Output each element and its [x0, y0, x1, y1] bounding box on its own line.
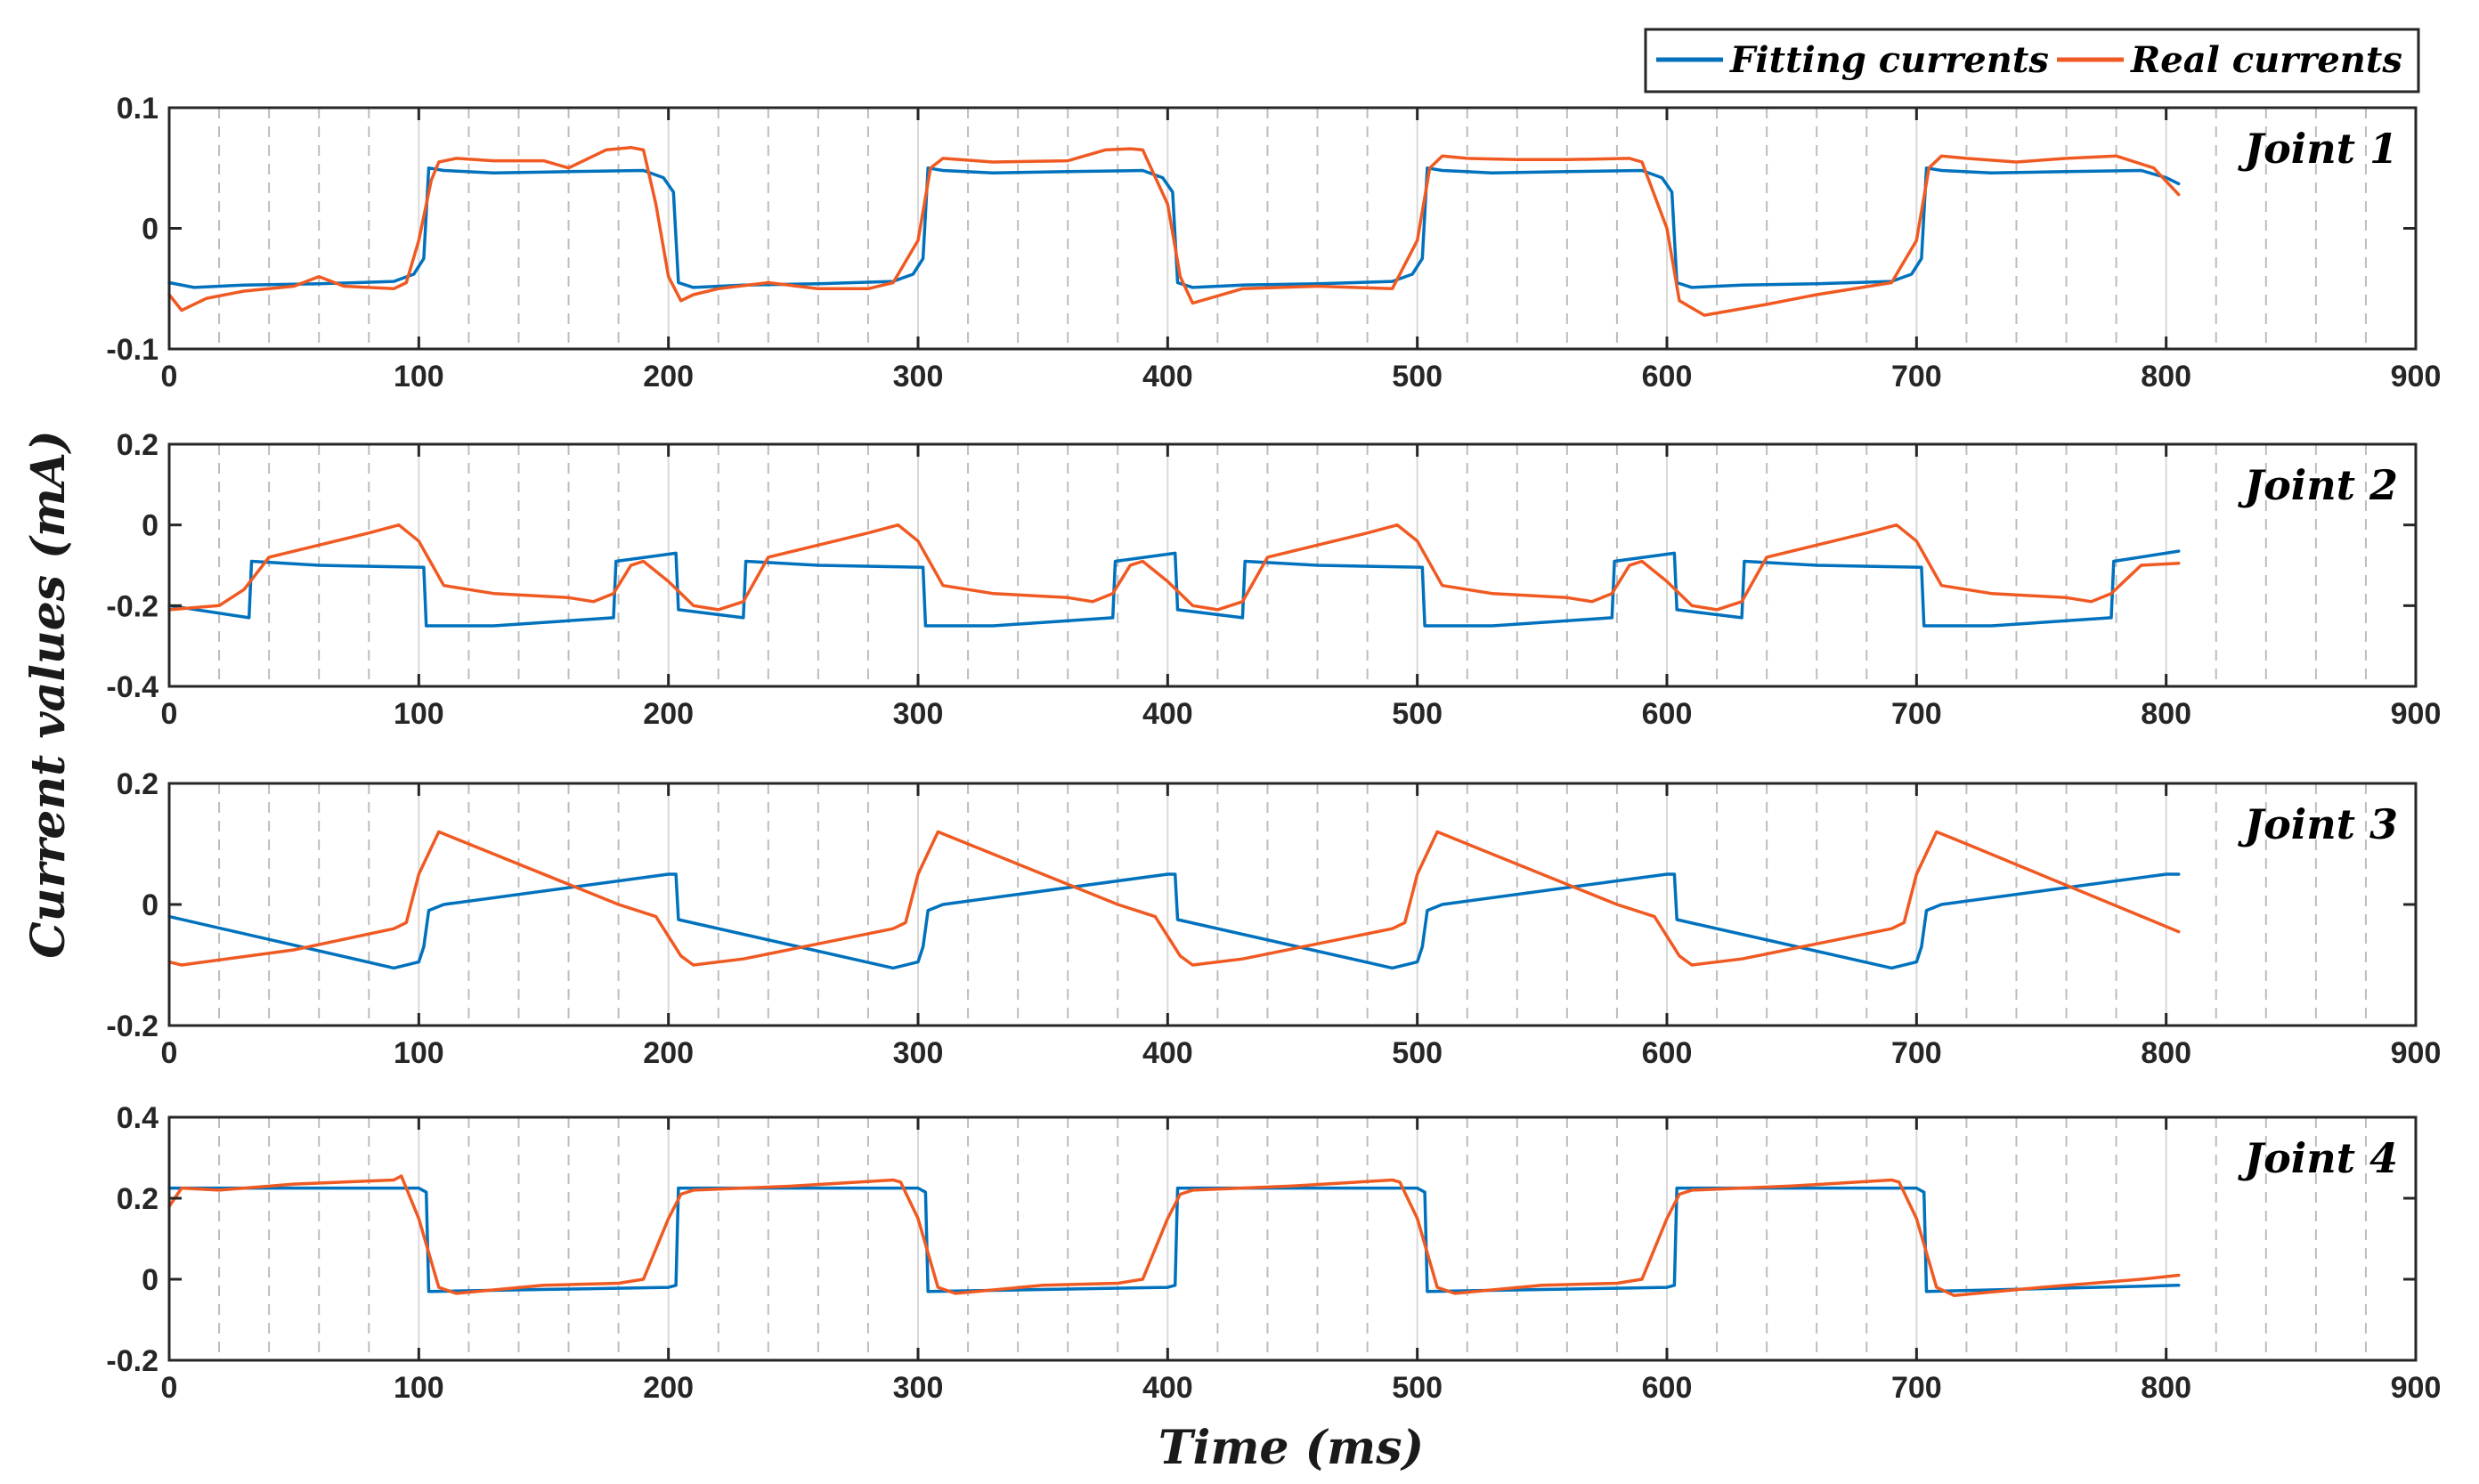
legend-box: [1644, 28, 2420, 93]
y-tick-label: 0: [142, 1263, 158, 1297]
y-tick-label: 0.2: [117, 428, 158, 462]
x-tick-label: 0: [161, 1371, 178, 1405]
panel-label-joint-1: Joint 1: [2237, 125, 2398, 173]
x-tick-label: 300: [893, 697, 944, 731]
legend-label-fitting: Fitting currents: [1729, 39, 2049, 81]
x-tick-label: 900: [2391, 697, 2442, 731]
x-tick-label: 800: [2141, 1371, 2191, 1405]
fitting-currents-line-joint-1: [167, 166, 2181, 289]
x-tick-label: 400: [1142, 697, 1193, 731]
x-tick-label: 600: [1642, 360, 1693, 393]
x-tick-label: 300: [893, 360, 944, 393]
x-tick-label: 800: [2141, 360, 2191, 393]
x-tick-label: 700: [1891, 697, 1942, 731]
legend: Fitting currents Real currents: [1644, 28, 2420, 93]
x-tick-label: 600: [1642, 697, 1693, 731]
x-tick-label: 200: [643, 697, 694, 731]
x-tick-label: 700: [1891, 1036, 1942, 1070]
y-tick-label: -0.1: [106, 333, 158, 367]
y-tick-label: -0.2: [106, 589, 158, 623]
x-tick-label: 100: [394, 1036, 444, 1070]
real-currents-line-joint-3: [167, 830, 2181, 967]
fitting-currents-line-joint-2: [167, 549, 2181, 628]
x-tick-label: 300: [893, 1036, 944, 1070]
legend-label-real: Real currents: [2130, 39, 2402, 81]
x-tick-label: 500: [1392, 360, 1443, 393]
x-tick-label: 500: [1392, 1036, 1443, 1070]
panels: 0 100 200 300 400 500 600 700 800 900-0.100.1Join…: [106, 92, 2441, 1405]
x-axis-title: Time (ms): [1158, 1421, 1424, 1475]
x-tick-label: 400: [1142, 360, 1193, 393]
x-tick-label: 200: [643, 360, 694, 393]
real-currents-line-joint-1: [167, 145, 2181, 317]
x-tick-label: 100: [394, 360, 444, 393]
real-currents-line-joint-2: [167, 523, 2181, 612]
x-tick-label: 400: [1142, 1371, 1193, 1405]
y-tick-label: 0.2: [117, 1182, 158, 1216]
panel-label-joint-3: Joint 3: [2237, 800, 2398, 848]
y-axis-title: Current values (mA): [21, 430, 76, 959]
x-tick-label: 500: [1392, 1371, 1443, 1405]
x-tick-label: 200: [643, 1036, 694, 1070]
axes-box: [167, 782, 2418, 1027]
x-tick-label: 900: [2391, 1371, 2442, 1405]
axes-box: [167, 1115, 2418, 1362]
panel-label-joint-2: Joint 2: [2237, 461, 2398, 509]
x-tick-label: 800: [2141, 1036, 2191, 1070]
x-tick-label: 0: [161, 1036, 178, 1070]
real-currents-line-joint-4: [167, 1174, 2181, 1297]
panel-joint-1: 0 100 200 300 400 500 600 700 800 900-0.100.1Join…: [106, 92, 2441, 393]
fitting-currents-line-joint-3: [167, 872, 2181, 970]
y-tick-label: 0: [142, 213, 158, 247]
x-tick-label: 800: [2141, 697, 2191, 731]
x-tick-label: 900: [2391, 1036, 2442, 1070]
x-tick-label: 900: [2391, 360, 2442, 393]
axes-box: [167, 442, 2418, 688]
panel-joint-3: 0 100 200 300 400 500 600 700 800 900-0.200.2Join…: [106, 767, 2441, 1070]
x-tick-label: 300: [893, 1371, 944, 1405]
y-tick-label: 0.4: [117, 1101, 158, 1135]
y-tick-label: 0.1: [117, 92, 158, 126]
x-tick-label: 100: [394, 1371, 444, 1405]
x-tick-label: 700: [1891, 360, 1942, 393]
panel-label-joint-4: Joint 4: [2237, 1134, 2398, 1182]
axes-box: [167, 106, 2418, 351]
x-tick-label: 600: [1642, 1371, 1693, 1405]
y-tick-label: -0.2: [106, 1010, 158, 1043]
y-tick-label: -0.4: [106, 670, 158, 704]
x-tick-label: 400: [1142, 1036, 1193, 1070]
x-tick-label: 600: [1642, 1036, 1693, 1070]
panel-joint-4: 0 100 200 300 400 500 600 700 800 900-0.200.20.4J…: [106, 1101, 2441, 1405]
x-tick-label: 700: [1891, 1371, 1942, 1405]
y-tick-label: 0.2: [117, 767, 158, 801]
x-tick-label: 500: [1392, 697, 1443, 731]
y-tick-label: 0: [142, 509, 158, 543]
y-tick-label: 0: [142, 888, 158, 922]
x-tick-label: 0: [161, 360, 178, 393]
x-tick-label: 200: [643, 1371, 694, 1405]
x-tick-label: 0: [161, 697, 178, 731]
x-tick-label: 100: [394, 697, 444, 731]
y-tick-label: -0.2: [106, 1344, 158, 1378]
panel-joint-2: 0 100 200 300 400 500 600 700 800 900 -0.4 -0.2 0 0.2…: [106, 428, 2441, 731]
